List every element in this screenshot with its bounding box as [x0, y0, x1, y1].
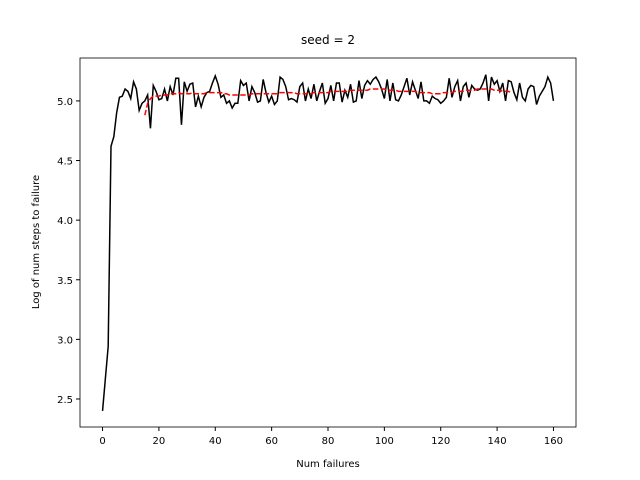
y-tick-label: 4.0	[57, 216, 73, 227]
plot-frame	[79, 57, 577, 428]
x-tick-label: 140	[488, 436, 507, 447]
x-tick-label: 60	[265, 436, 278, 447]
x-axis-label: Num failures	[296, 459, 360, 470]
chart-title: seed = 2	[301, 33, 355, 47]
y-axis-label: Log of num steps to failure	[31, 175, 42, 309]
y-tick-label: 3.5	[57, 276, 73, 287]
x-tick-label: 100	[375, 436, 394, 447]
y-tick-label: 2.5	[57, 395, 73, 406]
x-tick-label: 160	[544, 436, 563, 447]
series-line	[144, 88, 512, 116]
series-line	[101, 73, 555, 411]
x-tick-label: 20	[153, 436, 166, 447]
y-tick-label: 3.0	[57, 335, 73, 346]
x-tick-label: 0	[99, 436, 105, 447]
x-tick-label: 40	[209, 436, 222, 447]
x-tick-label: 120	[431, 436, 450, 447]
y-tick-label: 5.0	[57, 97, 73, 108]
x-tick-label: 80	[322, 436, 335, 447]
y-tick-label: 4.5	[57, 157, 73, 168]
